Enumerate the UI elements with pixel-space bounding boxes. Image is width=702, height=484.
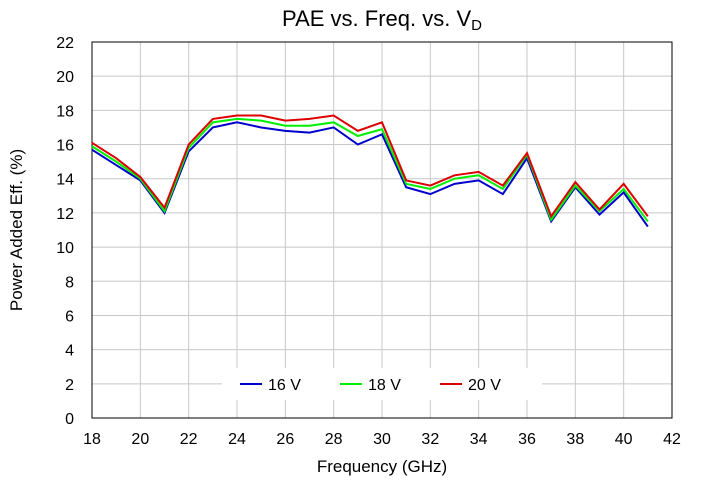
y-tick-label: 10 — [56, 240, 74, 257]
x-tick-label: 34 — [470, 431, 488, 448]
y-tick-label: 8 — [65, 274, 74, 291]
y-tick-label: 18 — [56, 103, 74, 120]
x-tick-label: 28 — [325, 431, 343, 448]
title-subscript: D — [471, 17, 482, 34]
x-tick-label: 22 — [180, 431, 198, 448]
x-tick-label: 26 — [276, 431, 294, 448]
legend-label: 16 V — [268, 377, 301, 394]
y-tick-label: 20 — [56, 69, 74, 86]
y-tick-label: 0 — [65, 411, 74, 428]
legend-label: 20 V — [468, 377, 501, 394]
x-tick-label: 18 — [83, 431, 101, 448]
chart-title: PAE vs. Freq. vs. VD — [282, 6, 482, 34]
x-tick-label: 38 — [566, 431, 584, 448]
x-tick-label: 42 — [663, 431, 681, 448]
series-line — [91, 117, 649, 223]
x-tick-label: 32 — [421, 431, 439, 448]
x-tick-label: 24 — [228, 431, 246, 448]
legend-box — [222, 368, 542, 400]
x-tick-label: 36 — [518, 431, 536, 448]
x-tick-label: 20 — [131, 431, 149, 448]
plot-frame — [91, 41, 673, 419]
x-axis-label: Frequency (GHz) — [317, 457, 447, 476]
legend-label: 18 V — [368, 377, 401, 394]
y-tick-label: 6 — [65, 308, 74, 325]
y-tick-label: 2 — [65, 377, 74, 394]
title-main: PAE vs. Freq. vs. V — [282, 6, 471, 31]
x-tick-label: 40 — [615, 431, 633, 448]
y-tick-label: 14 — [56, 172, 74, 189]
series-line — [91, 114, 649, 219]
y-axis-label: Power Added Eff. (%) — [7, 149, 26, 311]
x-tick-label: 30 — [373, 431, 391, 448]
y-tick-label: 4 — [65, 343, 74, 360]
y-tick-label: 22 — [56, 35, 74, 52]
y-tick-label: 16 — [56, 138, 74, 155]
series-line — [91, 121, 649, 228]
y-tick-label: 12 — [56, 206, 74, 223]
